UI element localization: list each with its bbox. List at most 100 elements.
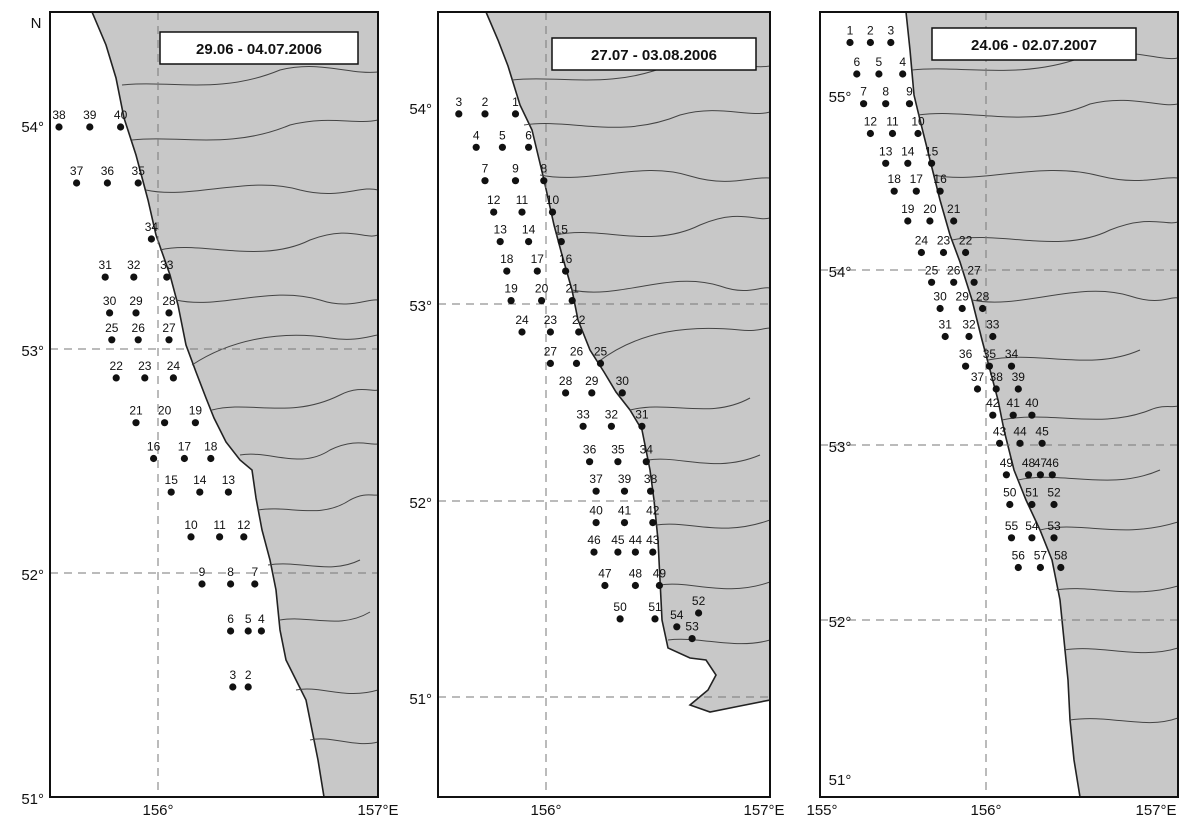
station-number: 31: [939, 318, 953, 332]
station-marker: [503, 267, 511, 275]
river-lines: [121, 66, 378, 745]
station-number: 44: [1013, 424, 1027, 438]
station-marker: [673, 623, 681, 631]
north-label: N: [31, 15, 42, 32]
station-number: 23: [138, 359, 152, 373]
station-marker: [525, 238, 533, 246]
station-number: 2: [245, 668, 252, 682]
station-marker: [638, 422, 646, 430]
station-number: 29: [585, 374, 599, 388]
station-number: 27: [162, 321, 176, 335]
station-marker: [1028, 534, 1036, 542]
station-number: 12: [864, 115, 878, 129]
station-number: 39: [618, 472, 632, 486]
station-number: 42: [646, 504, 660, 518]
station-number: 32: [605, 407, 619, 421]
lat-label: 53°: [21, 343, 44, 360]
station-number: 4: [258, 612, 265, 626]
lat-label: 54°: [21, 119, 44, 136]
station-marker: [180, 454, 188, 463]
station-number: 28: [559, 374, 573, 388]
station-number: 33: [160, 258, 174, 272]
station-marker: [1036, 563, 1044, 572]
station-marker: [165, 309, 173, 317]
station-number: 38: [52, 108, 66, 122]
station-marker: [1038, 439, 1046, 447]
station-marker: [655, 581, 664, 590]
station-number: 25: [925, 263, 939, 277]
station-marker: [588, 389, 596, 397]
station-number: 5: [876, 55, 883, 69]
station-number: 22: [110, 359, 124, 373]
station-number: 50: [1003, 486, 1017, 500]
station-number: 19: [189, 404, 203, 418]
station-number: 17: [910, 172, 924, 186]
station-marker: [950, 278, 958, 286]
station-number: 31: [635, 407, 649, 421]
panel-title: 29.06 - 04.07.2006: [196, 41, 322, 58]
station-number: 46: [1046, 456, 1060, 470]
station-number: 54: [670, 608, 684, 622]
station-number: 21: [947, 202, 961, 216]
station-number: 10: [911, 115, 925, 129]
station-number: 20: [923, 202, 937, 216]
station-marker: [890, 187, 898, 195]
station-marker: [196, 488, 204, 496]
station-marker: [926, 217, 934, 225]
station-marker: [538, 297, 546, 305]
lat-label: 52°: [21, 567, 44, 584]
station-marker: [496, 238, 504, 246]
station-marker: [592, 487, 600, 495]
station-number: 30: [103, 294, 117, 308]
station-number: 5: [245, 612, 252, 626]
station-marker: [546, 359, 555, 367]
station-number: 29: [956, 290, 970, 304]
station-marker: [1028, 500, 1036, 509]
panel-3-title-box: 24.06 - 02.07.2007: [931, 27, 1137, 61]
station-marker: [112, 374, 120, 382]
station-number: 1: [847, 24, 854, 38]
station-marker: [962, 248, 970, 257]
station-number: 35: [132, 164, 146, 178]
station-number: 57: [1034, 549, 1048, 563]
station-marker: [229, 683, 237, 691]
station-marker: [575, 328, 583, 336]
station-marker: [905, 100, 914, 108]
station-marker: [1007, 534, 1016, 542]
station-number: 38: [990, 370, 1004, 384]
station-marker: [169, 374, 177, 382]
station-number: 17: [531, 252, 545, 266]
station-marker: [695, 609, 703, 617]
panel-title: 27.07 - 03.08.2006: [591, 47, 717, 64]
station-number: 16: [559, 252, 573, 266]
station-marker: [939, 248, 948, 257]
station-marker: [989, 411, 997, 419]
station-marker: [455, 110, 463, 118]
station-number: 25: [105, 321, 119, 335]
station-marker: [1057, 563, 1065, 572]
station-marker: [996, 439, 1004, 447]
station-number: 49: [1000, 456, 1014, 470]
station-marker: [882, 100, 890, 108]
station-number: 26: [947, 263, 961, 277]
station-marker: [642, 458, 650, 466]
station-marker: [117, 123, 125, 131]
station-number: 15: [555, 223, 569, 237]
station-number: 41: [1007, 396, 1021, 410]
river-lines: [911, 52, 1178, 724]
station-marker: [616, 615, 624, 623]
station-marker: [132, 419, 140, 427]
station-number: 36: [583, 443, 597, 457]
station-number: 39: [83, 108, 97, 122]
station-number: 7: [251, 565, 258, 579]
station-marker: [490, 208, 498, 216]
station-marker: [965, 332, 973, 341]
station-marker: [917, 248, 926, 257]
station-marker: [134, 336, 142, 344]
panel-1-title-box: 29.06 - 04.07.2006: [159, 31, 359, 65]
station-number: 36: [101, 164, 115, 178]
station-number: 56: [1012, 549, 1026, 563]
station-marker: [651, 615, 659, 623]
